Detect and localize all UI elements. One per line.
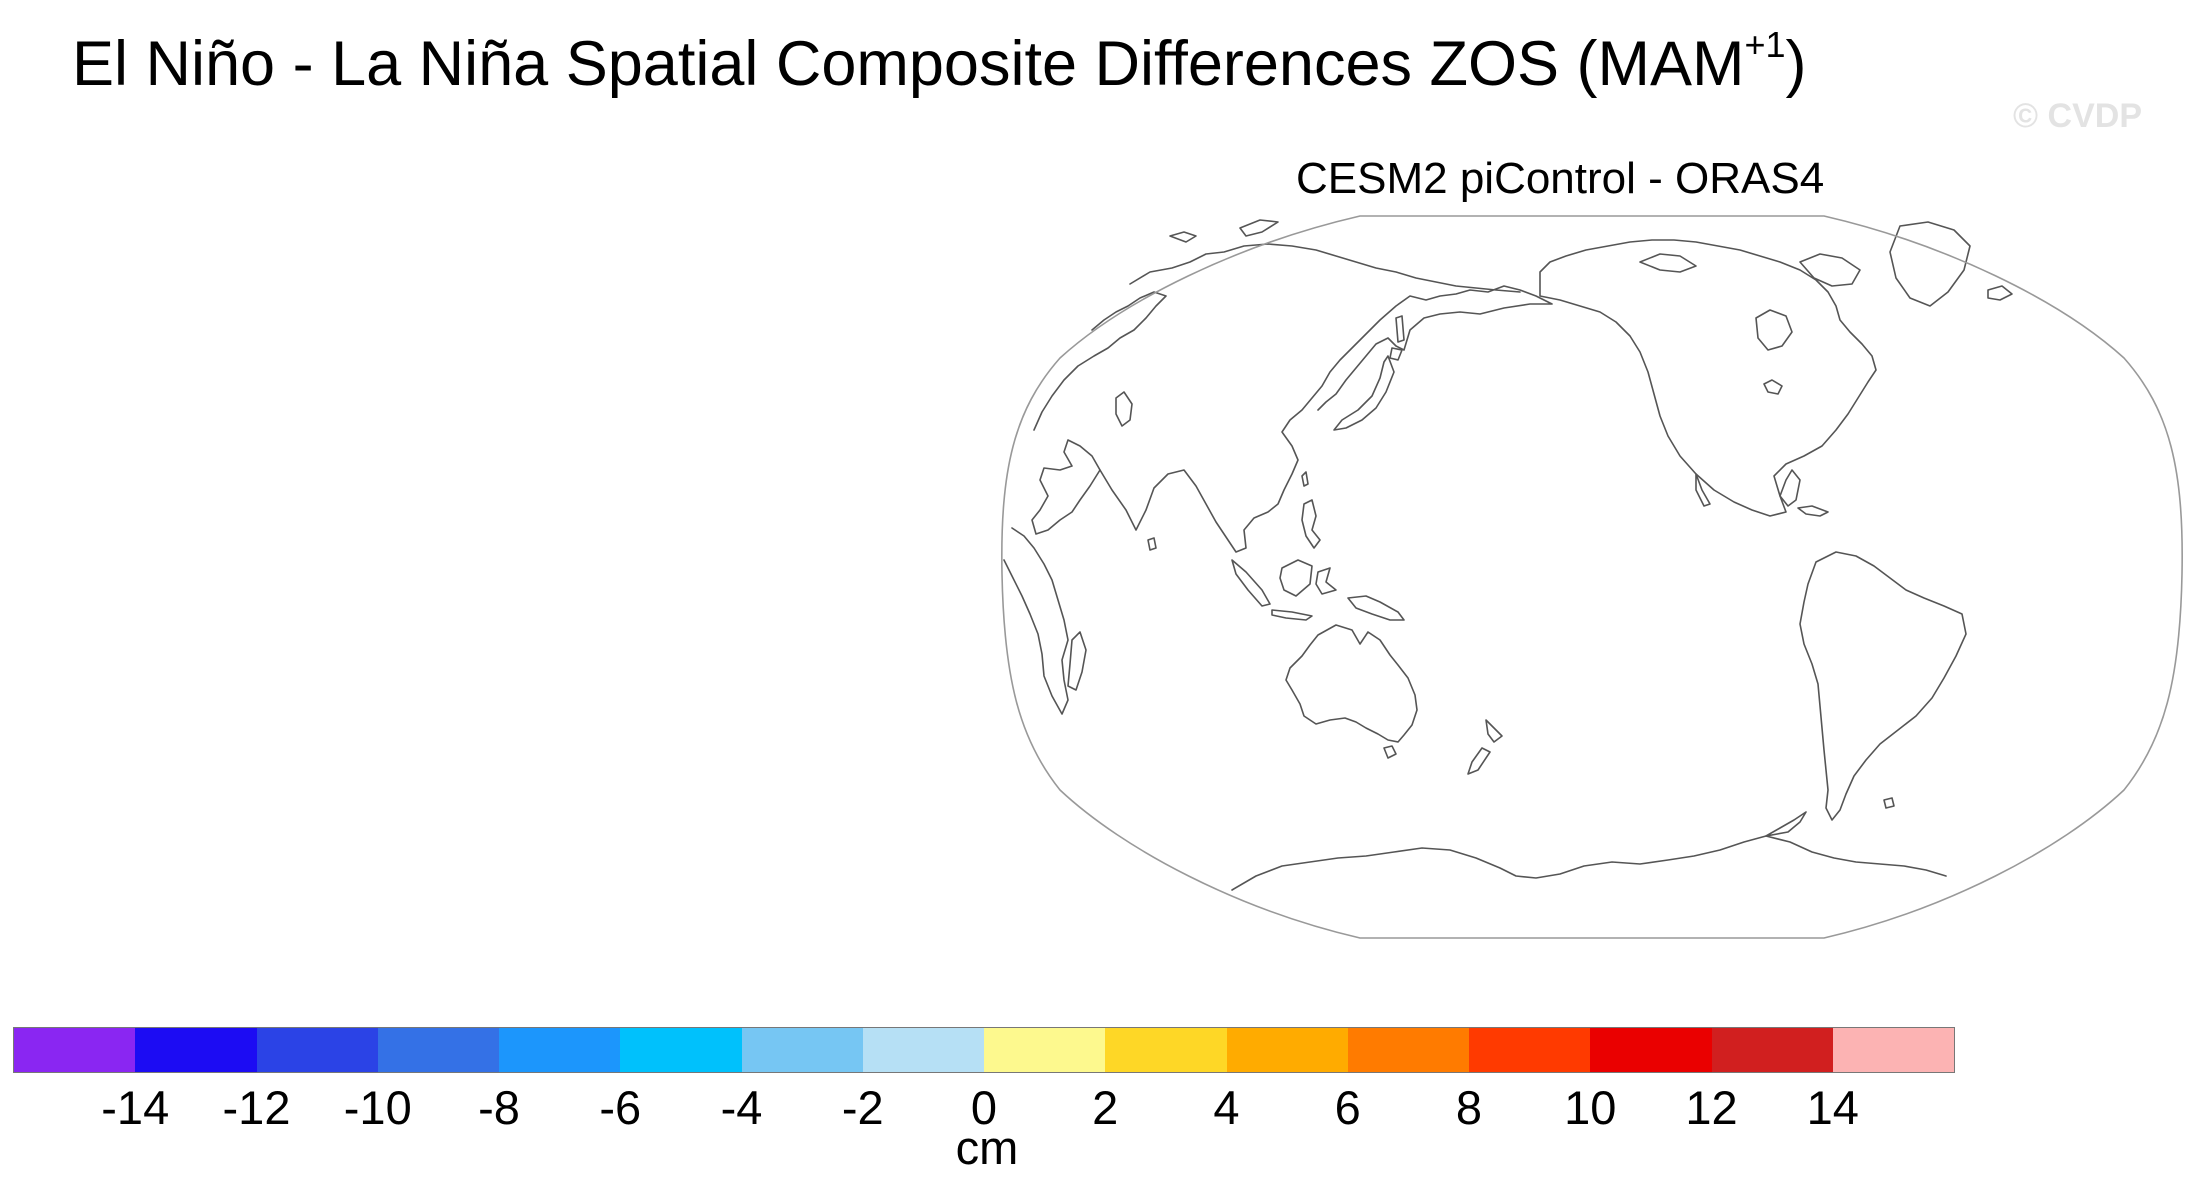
coast-arctic-islands [1639,253,1697,273]
map-projection-frame [1001,215,2183,939]
colorbar [13,1027,1955,1073]
coast-caspian [1115,391,1133,427]
colorbar-tick-label: 10 [1564,1081,1617,1134]
coast-cuba [1797,505,1829,517]
coast-hudson-bay [1755,309,1793,351]
colorbar-cell-2 [256,1028,378,1072]
colorbar-cell-13 [1590,1028,1712,1072]
coast-baffin [1799,253,1861,287]
colorbar-tick-label: -6 [599,1081,642,1134]
coast-hokkaido [1389,347,1403,361]
colorbar-tick-label: 2 [1092,1081,1119,1134]
coast-arctic-asia [1129,243,1521,293]
coast-sulawesi [1315,567,1337,595]
colorbar-cell-7 [862,1028,984,1072]
coast-new-zealand-north [1485,719,1503,743]
coast-iceland [1987,285,2013,301]
colorbar-cell-4 [499,1028,621,1072]
coast-europe [1033,291,1167,431]
coast-asia [1099,285,1553,553]
cvdp-watermark: © CVDP [2013,97,2142,135]
coast-japan [1333,355,1395,431]
coast-greenland [1889,221,1971,307]
colorbar-cell-14 [1711,1028,1833,1072]
coast-south-america [1799,551,1967,821]
colorbar-tick-label: 6 [1334,1081,1361,1134]
colorbar-cell-0 [14,1028,136,1072]
colorbar-cell-15 [1832,1028,1954,1072]
colorbar-cell-10 [1226,1028,1348,1072]
colorbar-tick-label: 12 [1685,1081,1738,1134]
coast-sri-lanka [1147,537,1157,551]
coast-novaya-zemlya [1239,219,1279,237]
coast-tasmania [1383,745,1397,759]
colorbar-tick-label: 14 [1806,1081,1859,1134]
coast-sakhalin [1395,315,1405,343]
colorbar-cell-12 [1469,1028,1591,1072]
colorbar-cell-8 [984,1028,1106,1072]
colorbar-cell-6 [741,1028,863,1072]
coast-new-guinea [1347,595,1405,621]
coast-baja [1695,473,1711,507]
coast-antarctic-peninsula [1765,811,1807,837]
coast-svalbard [1169,231,1197,243]
colorbar-tick-label: -2 [841,1081,884,1134]
coast-antarctica [1231,835,1947,891]
coast-arabia-india [1031,439,1101,535]
colorbar-tick-label: -12 [222,1081,291,1134]
colorbar-tick-label: -8 [478,1081,520,1134]
figure-title: El Niño - La Niña Spatial Composite Diff… [72,24,1807,100]
colorbar-tick-label: -14 [101,1081,170,1134]
colorbar-cell-3 [377,1028,499,1072]
coast-falklands [1883,797,1895,809]
colorbar-tick-label: -10 [343,1081,412,1134]
coast-borneo [1279,559,1313,597]
coast-madagascar [1067,631,1087,691]
colorbar-unit-label: cm [955,1121,1019,1174]
title-superscript: +1 [1744,24,1786,65]
coast-africa-east [1003,527,1069,715]
colorbar-cell-5 [620,1028,742,1072]
colorbar-cell-1 [135,1028,257,1072]
colorbar-ticks: -14 -12 -10 -8 -6 -4 -2 0 2 4 6 8 10 12 14 [0,1080,2192,1140]
coast-great-lakes [1763,379,1783,395]
panel-subtitle: CESM2 piControl - ORAS4 [1296,154,1825,203]
colorbar-tick-label: 8 [1455,1081,1483,1134]
coast-java [1271,609,1313,621]
coast-florida [1779,469,1801,507]
title-text: El Niño - La Niña Spatial Composite Diff… [72,29,1745,99]
title-close: ) [1785,29,1807,99]
colorbar-cell-11 [1347,1028,1469,1072]
coast-north-america [1539,239,1877,517]
coast-philippines [1301,499,1321,549]
colorbar-tick-label: 0 [970,1081,998,1134]
colorbar-tick-label: 4 [1213,1081,1240,1134]
coastlines [1003,219,2013,891]
colorbar-cell-9 [1105,1028,1227,1072]
coast-taiwan [1301,471,1309,487]
coast-new-zealand-south [1467,747,1491,775]
coast-sumatra [1231,559,1271,607]
coast-australia [1285,624,1418,743]
colorbar-tick-label: -4 [720,1081,763,1134]
